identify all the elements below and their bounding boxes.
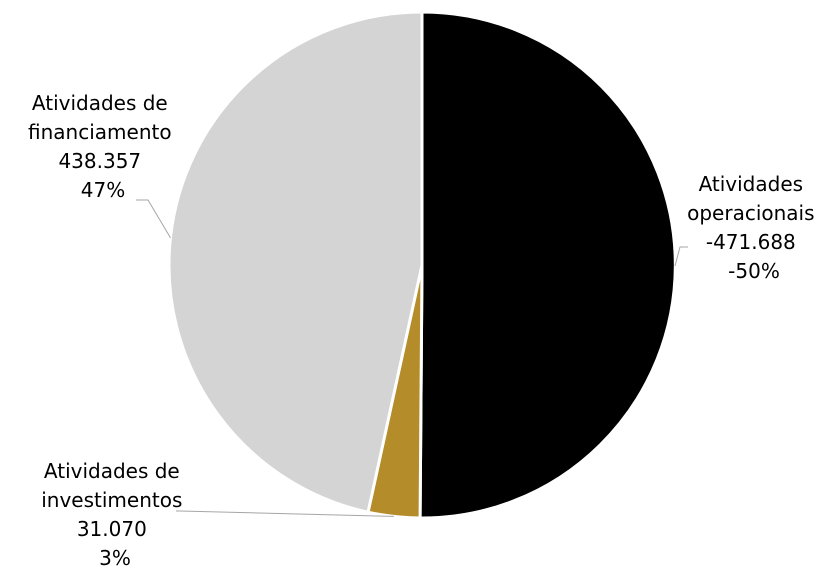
slice-label-line: financiamento	[28, 120, 172, 144]
leader-line	[674, 246, 688, 267]
slice-value-label: 31.070	[77, 517, 147, 541]
slice-label-financiamento: Atividades de financiamento 438.357 47%	[28, 91, 178, 202]
slice-label-line: operacionais	[687, 201, 814, 225]
slice-percent-label: 47%	[81, 178, 125, 202]
leader-line	[176, 510, 394, 517]
slice-label-investimentos: Atividades de investimentos 31.070 3%	[41, 459, 189, 570]
slice-label-operacionais: Atividades operacionais -471.688 -50%	[687, 172, 821, 283]
slice-value-label: -471.688	[706, 230, 796, 254]
pie-slices	[167, 10, 677, 520]
slice-percent-label: -50%	[728, 259, 780, 283]
slice-label-line: Atividades	[699, 172, 804, 196]
data-labels: Atividades operacionais -471.688 -50% At…	[28, 91, 821, 570]
pie-slice	[418, 10, 677, 520]
leader-line	[136, 199, 171, 239]
pie-slice	[167, 10, 424, 514]
slice-label-line: Atividades de	[32, 91, 168, 115]
slice-value-label: 438.357	[58, 149, 141, 173]
slice-label-line: investimentos	[41, 488, 182, 512]
leader-lines	[136, 199, 688, 517]
slice-percent-label: 3%	[99, 546, 131, 570]
slice-label-line: Atividades de	[44, 459, 180, 483]
